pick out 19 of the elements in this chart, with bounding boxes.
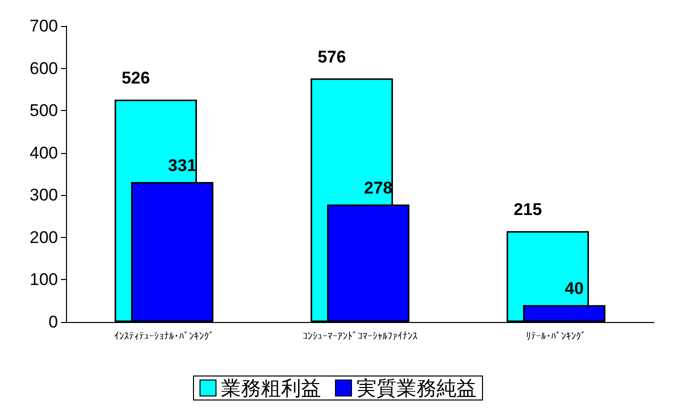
y-tick-label: 400 <box>30 143 58 162</box>
x-tick-label: ｺﾝｼｭｰﾏｰｱﾝﾄﾞｺﾏｰｼｬﾙﾌｧｲﾅﾝｽ <box>302 330 418 342</box>
x-tick-label: ﾘﾃｰﾙ･ﾊﾞﾝｷﾝｸﾞ <box>526 330 586 342</box>
data-label: 40 <box>564 279 584 298</box>
y-tick-label: 0 <box>48 312 58 332</box>
y-tick-label: 700 <box>30 16 58 36</box>
data-label: 576 <box>318 47 346 66</box>
data-label: 331 <box>168 156 196 176</box>
data-label: 215 <box>514 200 542 220</box>
y-tick-label: 300 <box>30 186 58 205</box>
data-label: 278 <box>364 178 392 198</box>
y-tick-label: 500 <box>30 101 58 120</box>
y-tick-label: 600 <box>30 58 58 78</box>
legend-label: 業務粗利益 <box>221 376 321 400</box>
y-tick-label: 100 <box>30 270 58 290</box>
legend-label: 実質業務純益 <box>356 376 476 400</box>
x-tick-label: ｲﾝｽﾃｨﾃｭｰｼｮﾅﾙ･ﾊﾞﾝｷﾝｸﾞ <box>114 330 214 342</box>
y-tick-label: 200 <box>30 228 58 247</box>
data-label: 526 <box>122 68 150 88</box>
